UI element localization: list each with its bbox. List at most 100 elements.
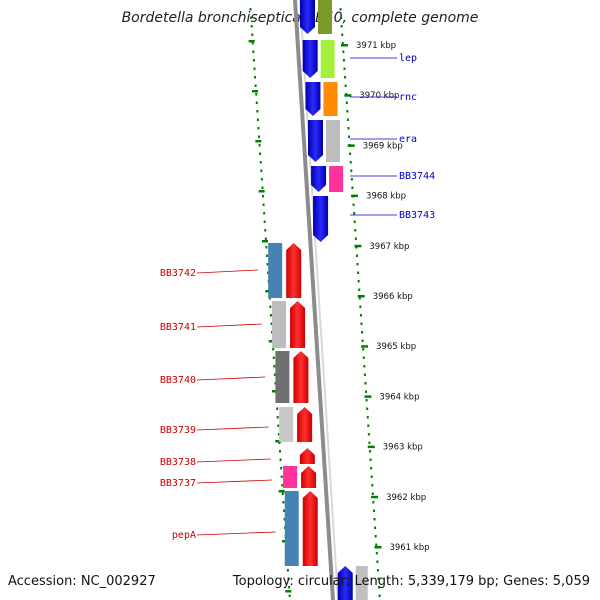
ring-dot	[369, 450, 371, 453]
ring-dot	[276, 407, 279, 410]
gene-label-pepa: pepA	[172, 530, 196, 541]
gene-label-bb3742: BB3742	[160, 268, 196, 279]
gene-label-era: era	[399, 134, 417, 145]
ring-dot	[273, 365, 276, 368]
ring-dot	[266, 263, 269, 266]
accession-text: Accession: NC_002927	[8, 574, 156, 589]
ring-dot	[346, 118, 349, 121]
ring-dot	[349, 152, 352, 155]
ring-dot	[357, 280, 360, 283]
cog-box	[323, 82, 338, 116]
ring-dot	[273, 373, 276, 376]
ring-dot	[372, 509, 375, 512]
ring-dot	[368, 441, 371, 444]
ring-dot	[365, 399, 368, 402]
ring-dot	[254, 76, 257, 79]
ring-dot	[370, 467, 373, 470]
ring-dot	[344, 76, 347, 79]
ring-dot	[373, 518, 376, 521]
ruler-tick-label: 3963 kbp	[383, 443, 423, 453]
topology-text: Topology: circular; Length: 5,339,179 bp…	[232, 574, 590, 589]
cog-box	[355, 566, 368, 600]
ruler-tick	[344, 94, 352, 97]
gene-label-bb3740: BB3740	[160, 375, 196, 386]
ruler-tick	[374, 546, 382, 549]
ring-dot	[252, 50, 255, 53]
ring-major-tick	[248, 40, 255, 43]
ring-dot	[357, 271, 360, 274]
cog-box	[329, 166, 344, 192]
ring-dot	[339, 8, 342, 11]
ring-dot	[344, 84, 347, 87]
label-leader-line	[196, 458, 271, 463]
ring-dot	[362, 356, 365, 359]
ring-dot	[340, 25, 343, 28]
ring-dot	[354, 237, 357, 240]
ring-dot	[347, 127, 350, 130]
gene-label-bb3737: BB3737	[160, 478, 196, 489]
gene-strands	[286, 0, 353, 600]
ring-dot	[281, 484, 284, 487]
ruler-tick-label: 3961 kbp	[389, 543, 429, 553]
label-leader-line	[196, 376, 266, 381]
ruler-tick	[351, 194, 359, 198]
ruler-tick-label: 3970 kbp	[359, 91, 399, 101]
ring-dot	[365, 390, 368, 393]
ring-dot	[345, 101, 348, 104]
ring-dot	[251, 42, 254, 45]
ring-dot	[375, 552, 378, 555]
ring-dot	[353, 220, 356, 223]
ring-dot	[376, 569, 379, 572]
ring-dot	[263, 212, 266, 215]
ring-dot	[372, 501, 375, 504]
ring-dot	[278, 441, 281, 444]
ring-dot	[258, 135, 261, 138]
ring-major-tick	[285, 590, 292, 593]
ring-dot	[282, 509, 285, 512]
forward-gene-arrow	[308, 120, 323, 162]
forward-gene-arrow	[302, 40, 318, 78]
ring-dot	[270, 322, 273, 325]
ring-major-tick	[278, 490, 285, 493]
ring-dot	[258, 144, 261, 147]
gene-label-bb3738: BB3738	[160, 457, 196, 468]
ring-major-tick	[262, 240, 268, 243]
ring-dot	[374, 535, 377, 538]
ring-dot	[255, 101, 258, 104]
ring-dot	[261, 186, 264, 189]
ring-dot	[283, 518, 286, 521]
ruler-tick-label: 3962 kbp	[386, 493, 426, 503]
ring-major-tick	[252, 90, 258, 93]
forward-gene-arrow	[300, 0, 315, 34]
ring-dot	[343, 67, 346, 70]
ring-dot	[265, 246, 268, 249]
ring-dot	[366, 416, 369, 419]
label-leader-line	[196, 479, 273, 484]
ring-dot	[350, 169, 353, 172]
ring-major-tick	[258, 190, 265, 193]
ring-dot	[363, 373, 366, 376]
ring-dot	[260, 178, 263, 181]
ring-dot	[277, 433, 280, 436]
ring-dot	[353, 212, 356, 215]
ring-dot	[277, 424, 280, 427]
ring-dot	[257, 127, 260, 130]
ring-dot	[255, 93, 258, 96]
ring-dot	[371, 484, 374, 487]
ring-dot	[355, 254, 358, 257]
ring-major-tick	[255, 140, 262, 143]
gene-label-lep: lep	[399, 53, 417, 64]
ring-dot	[349, 161, 352, 164]
reverse-gene-arrow	[297, 407, 313, 442]
reverse-gene-arrow	[302, 491, 318, 566]
ring-dot	[367, 424, 370, 427]
ring-dot	[280, 467, 283, 470]
ruler-tick	[367, 445, 375, 449]
ring-dot	[354, 229, 357, 232]
ring-dot	[249, 8, 252, 11]
gene-label-bb3743: BB3743	[399, 210, 435, 221]
gene-label-rnc: rnc	[399, 92, 417, 103]
ring-dot	[370, 475, 373, 478]
ring-dot	[363, 365, 366, 368]
